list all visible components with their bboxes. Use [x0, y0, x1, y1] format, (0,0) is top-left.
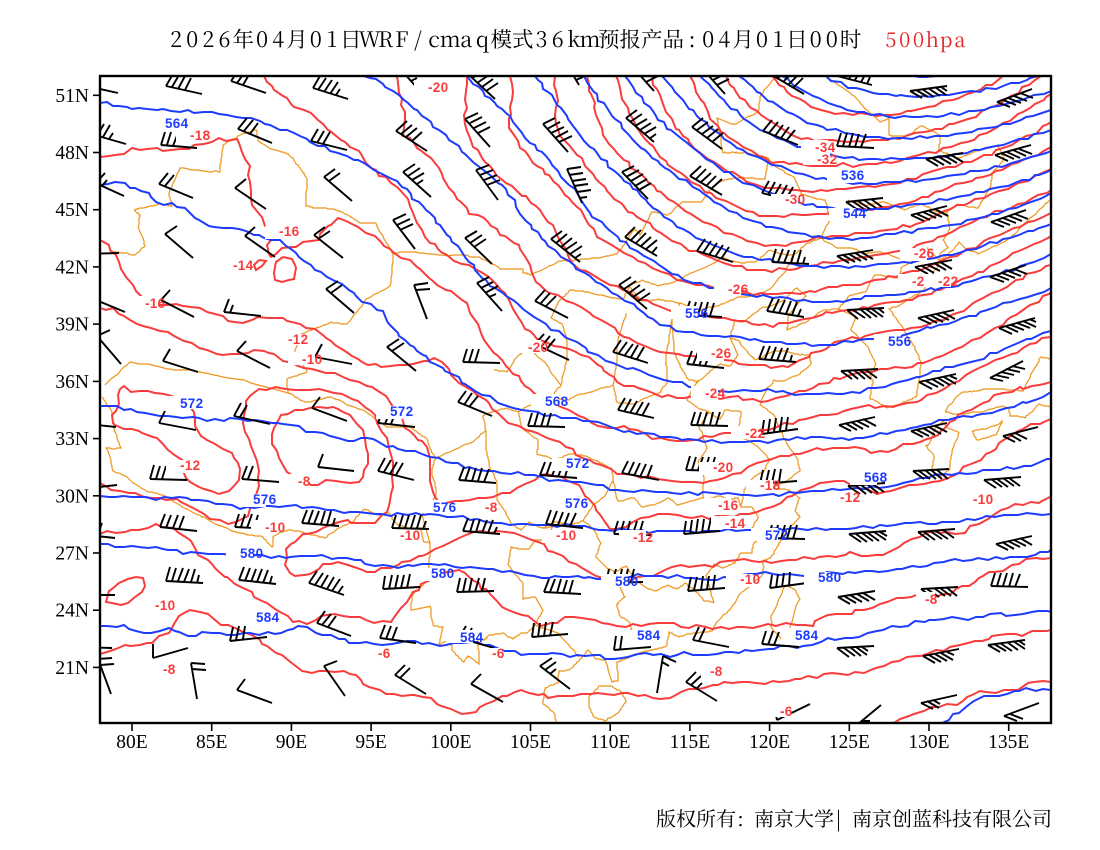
- svg-text:-16: -16: [279, 224, 300, 239]
- svg-text:568: 568: [864, 470, 888, 485]
- svg-text:-26: -26: [914, 246, 935, 261]
- svg-text:27N: 27N: [55, 544, 89, 565]
- svg-text:-18: -18: [760, 478, 781, 493]
- svg-text:-20: -20: [428, 80, 448, 95]
- svg-text:584: 584: [795, 628, 819, 643]
- svg-text:-12: -12: [288, 332, 308, 347]
- svg-text:-32: -32: [817, 152, 837, 167]
- svg-text:130E: 130E: [908, 732, 949, 753]
- svg-text:51N: 51N: [55, 86, 89, 107]
- svg-text:-26: -26: [711, 346, 732, 361]
- svg-text:-10: -10: [265, 520, 285, 535]
- svg-text:30N: 30N: [55, 486, 89, 507]
- svg-text:-10: -10: [400, 528, 420, 543]
- svg-text:576: 576: [433, 500, 457, 515]
- svg-text:-16: -16: [718, 498, 739, 513]
- svg-text:-6: -6: [492, 646, 505, 661]
- svg-text:-6: -6: [780, 704, 793, 719]
- svg-text:-24: -24: [705, 386, 726, 401]
- svg-text:105E: 105E: [510, 732, 551, 753]
- svg-text:556: 556: [888, 334, 912, 349]
- svg-text:-12: -12: [633, 530, 653, 545]
- svg-text:-10: -10: [556, 528, 576, 543]
- svg-text:-8: -8: [163, 662, 176, 677]
- svg-text:-30: -30: [785, 192, 805, 207]
- svg-text:48N: 48N: [55, 143, 89, 164]
- svg-text:544: 544: [843, 206, 867, 221]
- svg-text:576: 576: [253, 492, 277, 507]
- svg-text:-22: -22: [938, 274, 958, 289]
- svg-text:-8: -8: [710, 664, 723, 679]
- svg-text:21N: 21N: [55, 658, 89, 679]
- svg-text:-10: -10: [302, 352, 322, 367]
- svg-text:33N: 33N: [55, 429, 89, 450]
- svg-text:80E: 80E: [116, 732, 147, 753]
- svg-text:576: 576: [565, 496, 589, 511]
- svg-text:135E: 135E: [988, 732, 1029, 753]
- svg-text:100E: 100E: [430, 732, 471, 753]
- svg-text:45N: 45N: [55, 200, 89, 221]
- svg-text:-10: -10: [740, 572, 760, 587]
- svg-text:-10: -10: [973, 492, 993, 507]
- svg-text:-12: -12: [180, 458, 200, 473]
- svg-text:580: 580: [818, 570, 841, 585]
- svg-text:-14: -14: [725, 516, 746, 531]
- svg-text:-20: -20: [713, 460, 733, 475]
- svg-text:568: 568: [545, 394, 569, 409]
- svg-text:24N: 24N: [55, 601, 89, 622]
- svg-text:36N: 36N: [55, 372, 89, 393]
- svg-text:-12: -12: [840, 490, 860, 505]
- svg-text:-20: -20: [528, 340, 548, 355]
- svg-text:572: 572: [566, 456, 589, 471]
- svg-text:580: 580: [431, 566, 454, 581]
- svg-text:572: 572: [390, 404, 413, 419]
- svg-text:584: 584: [460, 630, 484, 645]
- svg-text:-8: -8: [298, 474, 311, 489]
- svg-text:-10: -10: [155, 598, 175, 613]
- svg-text:536: 536: [841, 168, 865, 183]
- svg-text:115E: 115E: [670, 732, 710, 753]
- svg-text:572: 572: [180, 396, 203, 411]
- svg-text:580: 580: [615, 574, 638, 589]
- svg-text:572: 572: [765, 528, 788, 543]
- svg-text:556: 556: [685, 306, 709, 321]
- svg-text:125E: 125E: [829, 732, 870, 753]
- svg-text:-26: -26: [728, 282, 749, 297]
- svg-text:584: 584: [637, 628, 661, 643]
- svg-text:120E: 120E: [749, 732, 790, 753]
- svg-text:95E: 95E: [355, 732, 386, 753]
- svg-text:90E: 90E: [276, 732, 307, 753]
- svg-text:-8: -8: [485, 500, 498, 515]
- svg-text:85E: 85E: [196, 732, 227, 753]
- svg-text:-16: -16: [145, 296, 166, 311]
- svg-text:-34: -34: [815, 140, 836, 155]
- svg-text:-18: -18: [190, 128, 211, 143]
- svg-text:-14: -14: [233, 258, 254, 273]
- svg-text:564: 564: [165, 116, 189, 131]
- svg-text:-6: -6: [378, 646, 391, 661]
- svg-text:39N: 39N: [55, 315, 89, 336]
- svg-text:110E: 110E: [590, 732, 630, 753]
- svg-text:584: 584: [256, 610, 280, 625]
- svg-text:-22: -22: [745, 426, 765, 441]
- svg-text:580: 580: [240, 546, 263, 561]
- svg-text:-8: -8: [925, 592, 938, 607]
- svg-text:42N: 42N: [55, 257, 89, 278]
